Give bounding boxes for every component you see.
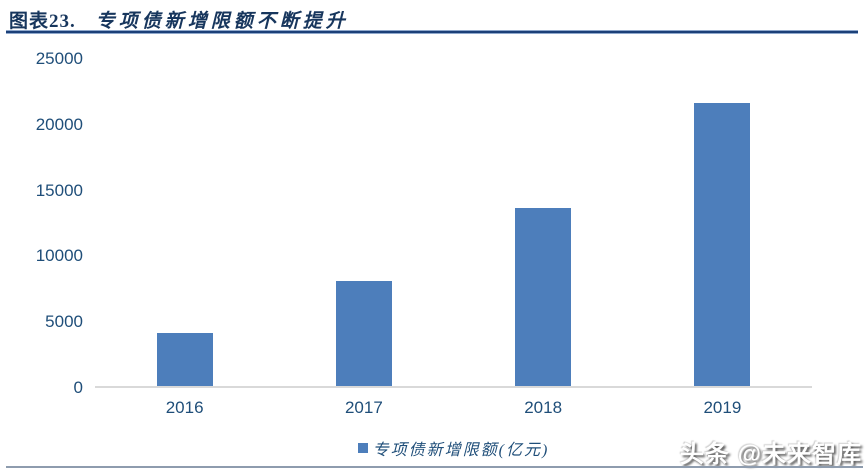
bar-2018 [515,208,572,386]
x-axis-label: 2017 [344,398,383,417]
y-axis-label: 0 [73,378,83,397]
bar-2016 [156,333,213,386]
figure-label: 图表23. [9,11,76,32]
legend-label: 专项债新增限额(亿元) [372,442,550,459]
x-axis-label: 2018 [524,398,563,417]
x-axis-label: 2019 [703,398,742,417]
title-underline [6,31,858,33]
x-axis-label: 2016 [165,398,204,417]
bar-2019 [694,103,751,386]
plot-area [95,59,812,388]
watermark: 头条 @未来智库 [679,441,862,468]
bottom-divider [6,466,863,468]
y-axis-label: 20000 [35,114,83,134]
y-axis-label: 10000 [35,246,83,266]
bar-2017 [335,280,392,386]
y-axis-label: 5000 [45,312,83,332]
legend-marker-icon [357,443,368,453]
chart-title: 专项债新增限额不断提升 [95,11,349,32]
y-axis-label: 25000 [35,49,83,68]
legend: 专项债新增限额(亿元) [95,436,812,460]
y-axis-label: 15000 [35,180,83,200]
figure-header: 图表23. 专项债新增限额不断提升 [9,6,349,33]
